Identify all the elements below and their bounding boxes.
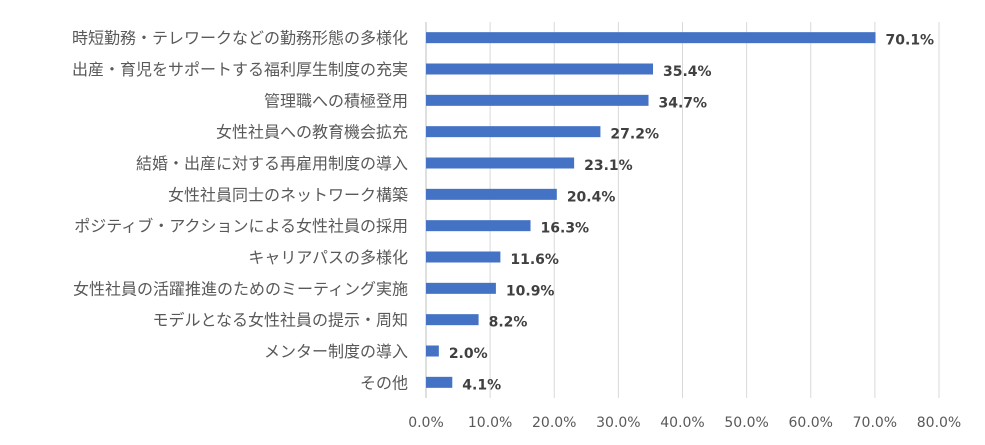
bar — [426, 188, 557, 200]
category-label: ポジティブ・アクションによる女性社員の採用 — [74, 217, 408, 236]
data-label: 4.1% — [462, 377, 501, 393]
data-label: 27.2% — [610, 127, 659, 143]
x-tick-label: 40.0% — [660, 415, 704, 431]
bar — [426, 94, 649, 106]
x-tick-label: 30.0% — [596, 415, 640, 431]
category-label: モデルとなる女性社員の提示・周知 — [152, 311, 408, 330]
data-label: 8.2% — [489, 315, 528, 331]
bar — [426, 345, 439, 357]
bar — [426, 157, 575, 169]
x-tick-label: 50.0% — [724, 415, 768, 431]
category-label: 管理職への積極登用 — [264, 91, 408, 110]
category-label: 出産・育児をサポートする福利厚生制度の充実 — [72, 60, 408, 79]
bar — [426, 220, 531, 232]
data-label: 16.3% — [541, 221, 590, 237]
category-label: 女性社員同士のネットワーク構築 — [168, 185, 408, 204]
bar — [426, 376, 453, 388]
category-label: キャリアパスの多様化 — [248, 248, 408, 267]
data-label: 34.7% — [659, 95, 708, 111]
bar — [426, 63, 654, 75]
bar — [426, 126, 601, 138]
bar — [426, 282, 496, 294]
data-label: 10.9% — [506, 283, 555, 299]
category-label: 女性社員への教育機会拡充 — [216, 123, 408, 142]
data-label: 70.1% — [886, 33, 935, 49]
category-label: その他 — [360, 373, 408, 392]
x-tick-label: 10.0% — [468, 415, 512, 431]
x-tick-label: 70.0% — [853, 415, 897, 431]
category-label: メンター制度の導入 — [264, 342, 408, 361]
data-label: 35.4% — [663, 64, 712, 80]
data-label: 20.4% — [567, 189, 616, 205]
data-label: 2.0% — [449, 346, 488, 362]
category-label: 時短勤務・テレワークなどの勤務形態の多様化 — [72, 29, 408, 48]
bar — [426, 251, 501, 263]
data-label: 23.1% — [584, 158, 633, 174]
x-tick-label: 60.0% — [789, 415, 833, 431]
bar — [426, 314, 479, 326]
category-label: 女性社員の活躍推進のためのミーティング実施 — [73, 279, 408, 298]
x-tick-label: 80.0% — [917, 415, 961, 431]
data-label: 11.6% — [510, 252, 559, 268]
x-tick-label: 0.0% — [408, 415, 444, 431]
category-label: 結婚・出産に対する再雇用制度の導入 — [136, 154, 408, 173]
x-tick-label: 20.0% — [532, 415, 576, 431]
bar — [426, 32, 876, 44]
